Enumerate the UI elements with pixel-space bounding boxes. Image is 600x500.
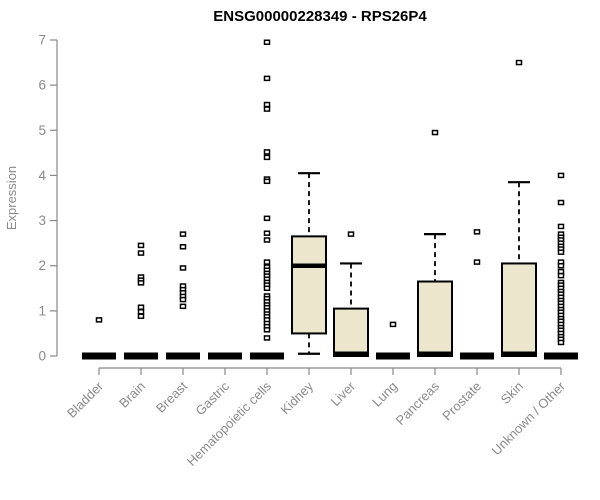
collapsed-box <box>544 352 578 360</box>
box-hematopoietic-cells <box>250 39 284 360</box>
y-tick-label: 5 <box>38 123 46 138</box>
y-tick-label: 3 <box>38 213 46 228</box>
box-lung <box>376 321 410 360</box>
iqr-box <box>291 235 327 335</box>
outlier-point <box>557 249 565 255</box>
box-prostate <box>460 229 494 360</box>
outlier-point <box>557 199 565 206</box>
outlier-point <box>263 215 271 222</box>
iqr-box <box>333 307 369 358</box>
outlier-point <box>473 229 481 235</box>
x-category-label: Bladder <box>64 378 107 421</box>
outlier-point <box>263 237 271 243</box>
outlier-point <box>263 327 271 333</box>
outlier-point <box>137 309 145 315</box>
outlier-point <box>137 304 145 310</box>
outlier-point <box>263 230 271 236</box>
outlier-point <box>263 178 271 185</box>
x-category-label: Pancreas <box>393 378 443 428</box>
y-tick-label: 1 <box>38 303 46 318</box>
box-pancreas <box>417 129 453 357</box>
y-tick-label: 7 <box>38 33 46 48</box>
y-tick-label: 0 <box>38 349 46 364</box>
outlier-point <box>137 250 145 256</box>
outlier-point <box>347 231 355 237</box>
outlier-point <box>515 59 523 66</box>
x-category-label: Breast <box>153 378 190 415</box>
collapsed-box <box>124 352 158 360</box>
collapsed-box <box>82 352 116 360</box>
x-category-label: Brain <box>116 379 148 411</box>
outlier-point <box>263 259 271 265</box>
collapsed-box <box>166 352 200 360</box>
box-gastric <box>208 352 242 360</box>
outlier-point <box>137 313 145 320</box>
outlier-point <box>557 262 565 269</box>
outlier-point <box>263 149 271 155</box>
x-category-label: Prostate <box>439 379 484 424</box>
collapsed-box <box>460 352 494 360</box>
outlier-point <box>95 317 103 323</box>
outlier-point <box>137 280 145 286</box>
outlier-point <box>179 244 187 250</box>
iqr-box <box>417 280 453 357</box>
box-breast <box>166 231 200 360</box>
outlier-point <box>263 75 271 82</box>
outlier-point <box>263 335 271 341</box>
y-axis-label: Expression <box>4 166 19 230</box>
outlier-point <box>557 172 565 179</box>
outlier-point <box>179 231 187 237</box>
outlier-point <box>263 106 271 112</box>
y-tick-label: 4 <box>38 168 46 183</box>
y-tick-label: 6 <box>38 78 46 93</box>
outlier-point <box>263 101 271 108</box>
outlier-point <box>263 154 271 161</box>
x-category-label: Gastric <box>192 378 232 418</box>
x-category-label: Lung <box>369 379 400 410</box>
box-skin <box>501 59 537 358</box>
box-bladder <box>82 317 116 360</box>
box-brain <box>124 242 158 360</box>
outlier-point <box>263 39 271 46</box>
outlier-point <box>473 259 481 265</box>
outlier-point <box>179 303 187 310</box>
outlier-point <box>137 242 145 249</box>
outlier-point <box>431 129 439 136</box>
x-category-label: Unknown / Other <box>489 378 569 458</box>
x-category-label: Kidney <box>277 378 316 417</box>
box-kidney <box>291 172 327 355</box>
outlier-point <box>179 265 187 271</box>
outlier-point <box>263 285 271 292</box>
x-category-label: Liver <box>328 378 359 409</box>
outlier-point <box>179 296 187 303</box>
outlier-point <box>389 321 397 328</box>
box-liver <box>333 231 369 358</box>
chart-title: ENSG00000228349 - RPS26P4 <box>213 8 427 25</box>
y-tick-label: 2 <box>38 258 46 273</box>
collapsed-box <box>208 352 242 360</box>
outlier-point <box>557 272 565 279</box>
outlier-point <box>557 339 565 346</box>
collapsed-box <box>376 352 410 360</box>
iqr-box <box>501 262 537 358</box>
box-unknown-other <box>544 172 578 360</box>
collapsed-box <box>250 352 284 360</box>
outlier-point <box>557 223 565 230</box>
x-category-label: Skin <box>498 379 526 407</box>
